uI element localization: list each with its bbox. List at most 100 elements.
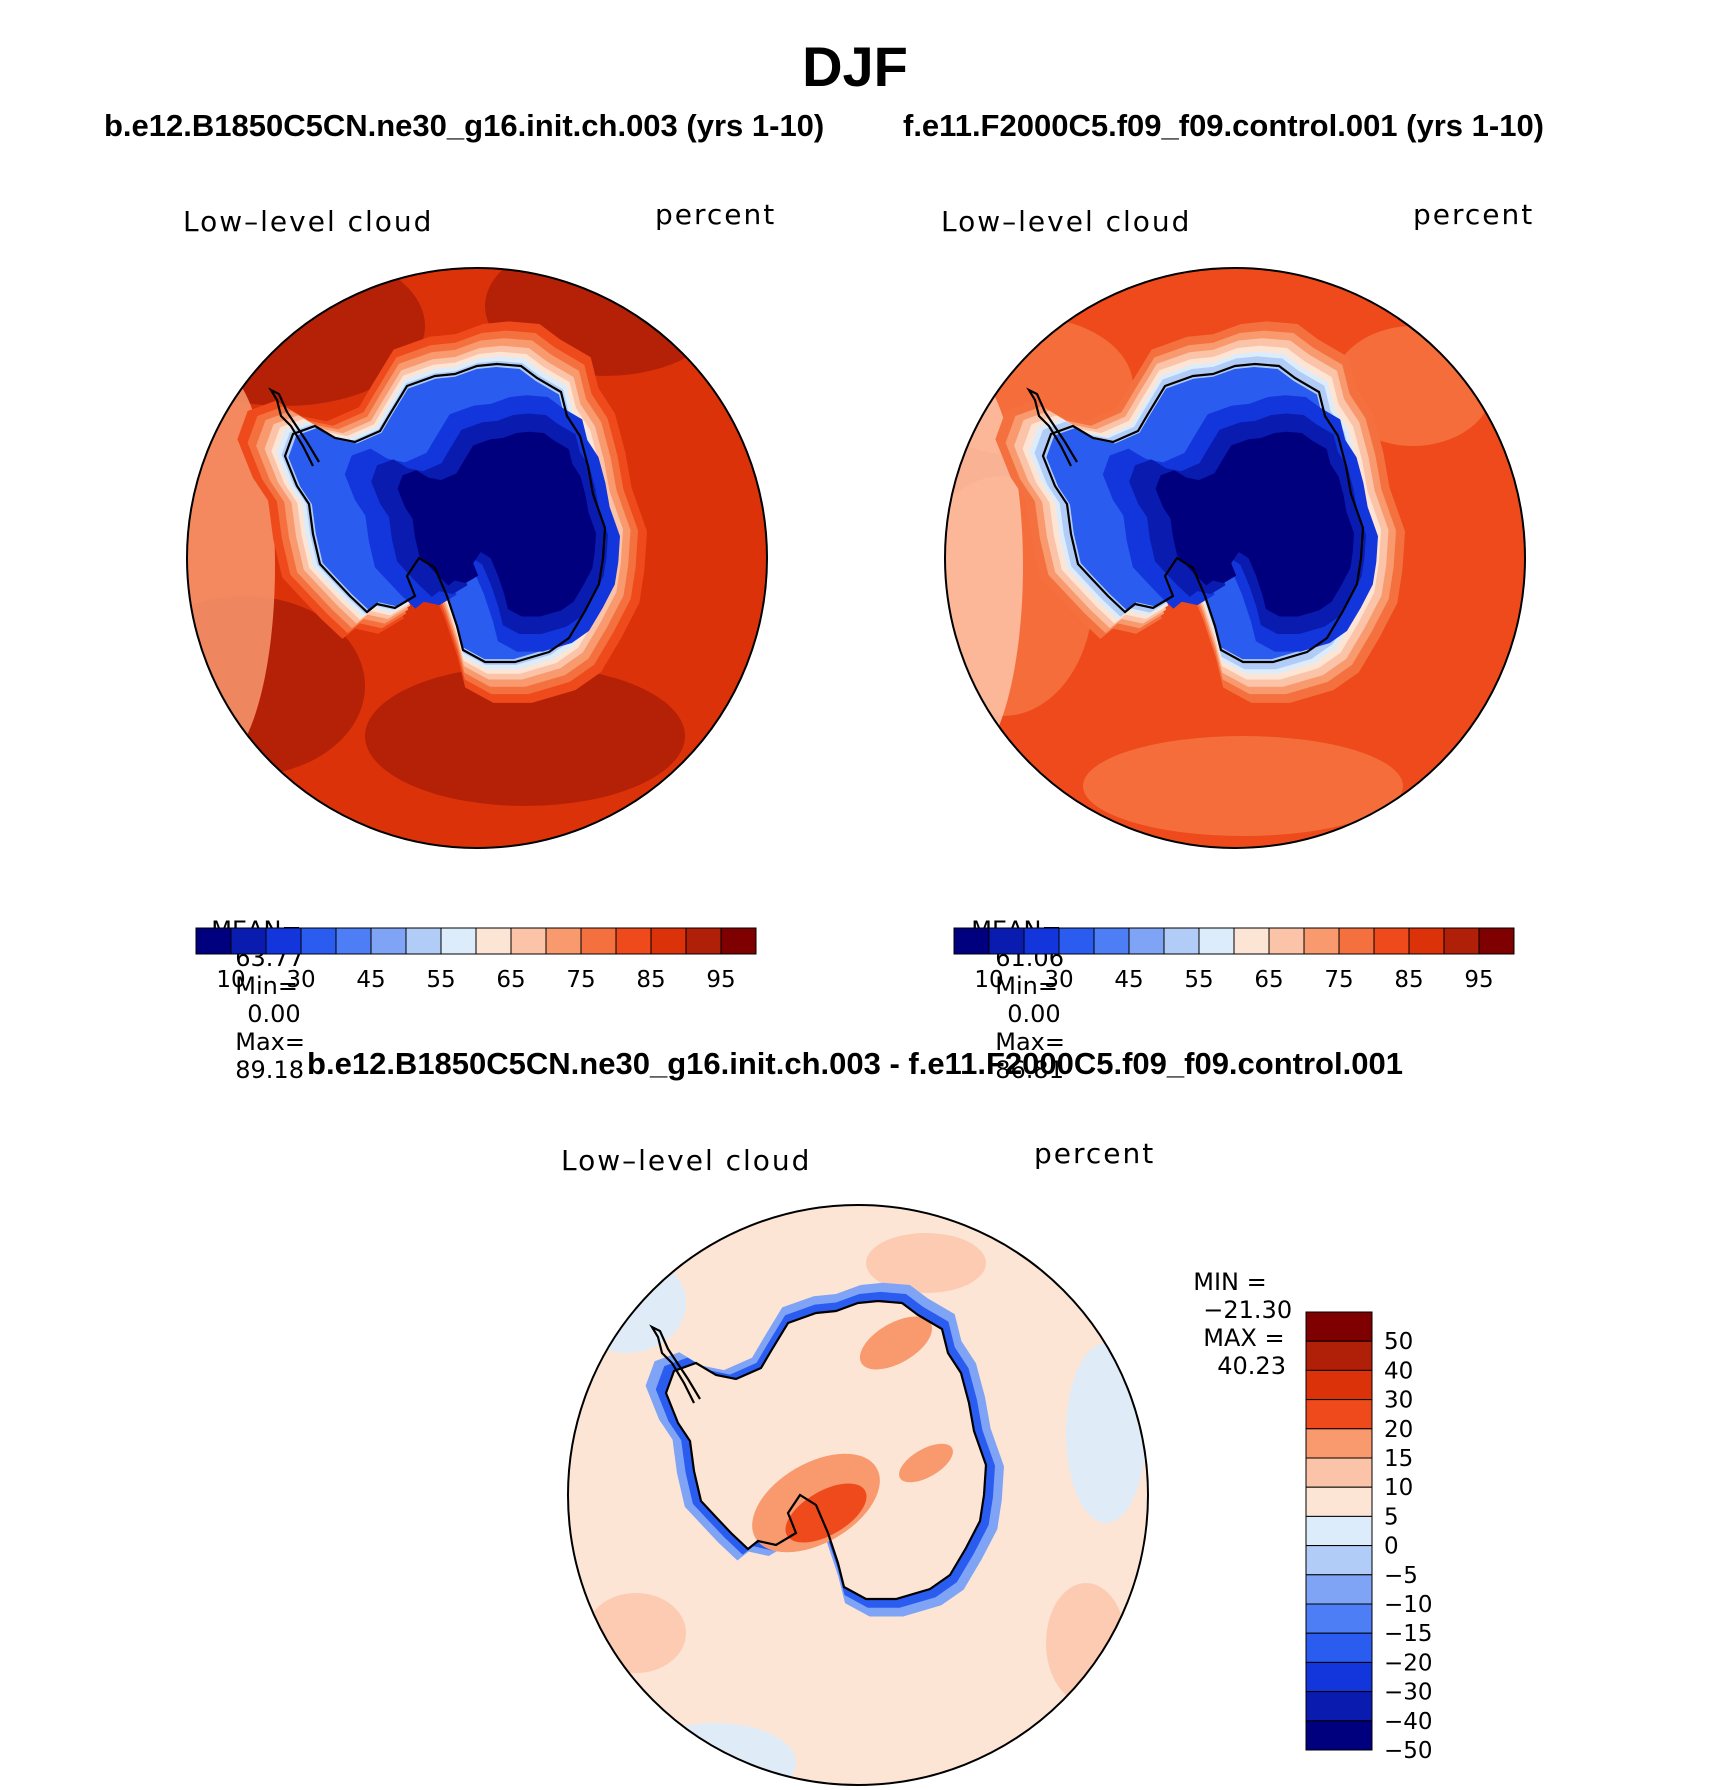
left-variable-label: Low–level cloud bbox=[183, 205, 434, 238]
colorbar-swatch bbox=[1305, 1399, 1373, 1430]
coastline bbox=[268, 387, 320, 467]
cloud-patch bbox=[1083, 736, 1403, 836]
coastline bbox=[283, 362, 607, 664]
colorbar-swatch bbox=[1305, 1311, 1373, 1342]
colorbar-swatch bbox=[1305, 1486, 1373, 1517]
map-boundary bbox=[186, 267, 768, 849]
colorbar-tick-label: 45 bbox=[356, 967, 385, 993]
right-units-label: percent bbox=[1413, 198, 1535, 231]
colorbar-swatch bbox=[988, 927, 1025, 955]
colorbar-tick-label: 55 bbox=[426, 967, 455, 993]
colorbar-swatch bbox=[650, 927, 687, 955]
colorbar-tick-label: 40 bbox=[1384, 1358, 1413, 1384]
colorbar-swatch bbox=[953, 927, 990, 955]
colorbar-swatch bbox=[1338, 927, 1375, 955]
colorbar-tick-label: −15 bbox=[1384, 1621, 1433, 1647]
max-value: 89.18 bbox=[235, 1056, 304, 1084]
colorbar-tick-label: 30 bbox=[1384, 1388, 1413, 1414]
colorbar-swatch bbox=[1305, 1457, 1373, 1488]
colorbar-swatch bbox=[1408, 927, 1445, 955]
colorbar-swatch bbox=[1093, 927, 1130, 955]
difference-patch bbox=[586, 1593, 686, 1673]
max-label: Max= bbox=[235, 1028, 305, 1056]
colorbar-tick-label: −10 bbox=[1384, 1592, 1433, 1618]
colorbar-swatch bbox=[1373, 927, 1410, 955]
colorbar-swatch bbox=[475, 927, 512, 955]
colorbar-tick-label: 45 bbox=[1114, 967, 1143, 993]
difference-patch bbox=[899, 1443, 953, 1483]
difference-polar-map bbox=[567, 1204, 1149, 1786]
colorbar-tick-label: 15 bbox=[1384, 1446, 1413, 1472]
colorbar-swatch bbox=[1305, 1340, 1373, 1371]
left-case-title: b.e12.B1850C5CN.ne30_g16.init.ch.003 (yr… bbox=[104, 108, 825, 143]
min-label: Min= bbox=[995, 972, 1058, 1000]
colorbar-tick-label: 10 bbox=[1384, 1475, 1413, 1501]
min-value: 0.00 bbox=[1007, 1000, 1061, 1028]
colorbar-tick-label: 65 bbox=[496, 967, 525, 993]
colorbar-swatch bbox=[1478, 927, 1515, 955]
colorbar-tick-label: 10 bbox=[216, 967, 245, 993]
colorbar-tick-label: −5 bbox=[1384, 1563, 1418, 1589]
colorbar-swatch bbox=[1305, 1545, 1373, 1576]
colorbar-swatch bbox=[1305, 1515, 1373, 1547]
colorbar-swatch bbox=[685, 927, 722, 955]
colorbar-tick-label: 50 bbox=[1384, 1329, 1413, 1355]
colorbar-tick-label: 85 bbox=[1394, 967, 1423, 993]
right-polar-map bbox=[944, 267, 1526, 849]
difference-units-label: percent bbox=[1034, 1137, 1156, 1170]
colorbar-swatch bbox=[1128, 927, 1165, 955]
difference-variable-label: Low–level cloud bbox=[561, 1144, 812, 1177]
map-boundary bbox=[567, 1204, 1149, 1786]
colorbar-tick-label: 75 bbox=[1324, 967, 1353, 993]
colorbar-swatch bbox=[720, 927, 757, 955]
colorbar-swatch bbox=[1305, 1574, 1373, 1605]
contour-band bbox=[397, 431, 596, 617]
colorbar-tick-label: 75 bbox=[566, 967, 595, 993]
colorbar-tick-label: −20 bbox=[1384, 1650, 1433, 1676]
colorbar-swatch bbox=[1233, 927, 1270, 955]
left-colorbar: 10 30 45 55 65 75 85 95 bbox=[195, 927, 757, 993]
cloud-patch bbox=[365, 666, 685, 806]
max-value: 86.81 bbox=[995, 1056, 1064, 1084]
coastline bbox=[1026, 387, 1078, 467]
colorbar-swatch bbox=[580, 927, 617, 955]
cloud-patch bbox=[945, 366, 1023, 766]
colorbar-tick-label: −30 bbox=[1384, 1680, 1433, 1706]
colorbar-tick-label: 85 bbox=[636, 967, 665, 993]
difference-patch bbox=[568, 1253, 686, 1353]
colorbar-swatch bbox=[300, 927, 337, 955]
colorbar-swatch bbox=[1268, 927, 1305, 955]
colorbar-swatch bbox=[440, 927, 477, 955]
coastline bbox=[649, 1324, 701, 1404]
min-value: 0.00 bbox=[247, 1000, 301, 1028]
difference-patch bbox=[785, 1483, 867, 1543]
colorbar-tick-label: 0 bbox=[1384, 1534, 1399, 1560]
colorbar-tick-label: −40 bbox=[1384, 1709, 1433, 1735]
colorbar-tick-label: 5 bbox=[1384, 1504, 1399, 1530]
colorbar-tick-label: 65 bbox=[1254, 967, 1283, 993]
difference-patch bbox=[1046, 1583, 1126, 1703]
colorbar-swatch bbox=[1305, 1369, 1373, 1401]
right-case-title: f.e11.F2000C5.f09_f09.control.001 (yrs 1… bbox=[903, 108, 1545, 143]
colorbar-tick-label: 95 bbox=[1464, 967, 1493, 993]
colorbar-swatch bbox=[1443, 927, 1480, 955]
colorbar-tick-label: 10 bbox=[974, 967, 1003, 993]
left-units-label: percent bbox=[655, 198, 777, 231]
colorbar-swatch bbox=[1163, 927, 1200, 955]
colorbar-swatch bbox=[1023, 927, 1060, 955]
colorbar-swatch bbox=[1305, 1720, 1373, 1751]
colorbar-tick-label: 95 bbox=[706, 967, 735, 993]
coastline bbox=[664, 1299, 988, 1601]
colorbar-swatch bbox=[1305, 1661, 1373, 1693]
difference-patch bbox=[859, 1316, 933, 1370]
colorbar-swatch bbox=[545, 927, 582, 955]
colorbar-swatch bbox=[615, 927, 652, 955]
colorbar-swatch bbox=[370, 927, 407, 955]
colorbar-swatch bbox=[1305, 1603, 1373, 1634]
colorbar-swatch bbox=[1198, 927, 1235, 955]
max-value: 40.23 bbox=[1217, 1352, 1286, 1380]
min-value: −21.30 bbox=[1203, 1296, 1293, 1324]
left-polar-map bbox=[186, 267, 768, 849]
min-label: MIN = bbox=[1193, 1268, 1267, 1296]
